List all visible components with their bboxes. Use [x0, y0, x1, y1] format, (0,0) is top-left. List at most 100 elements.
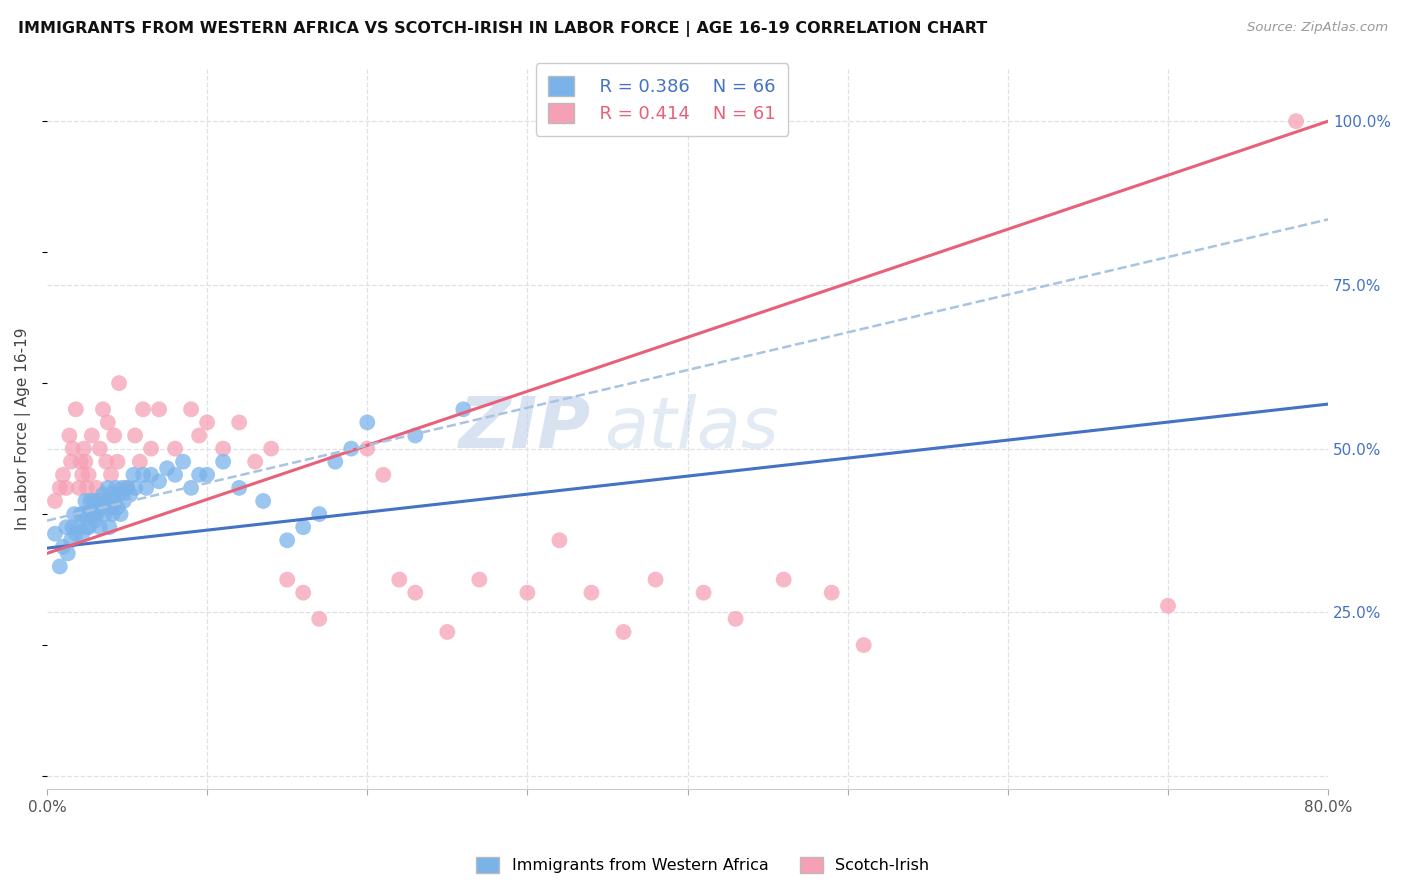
Point [148, 402, 170, 417]
Point [115, 481, 138, 495]
Point [97, 481, 120, 495]
Point [252, 494, 274, 508]
Point [436, 624, 458, 639]
Point [228, 481, 250, 495]
Point [89, 442, 111, 456]
Point [373, 467, 395, 482]
Point [82, 494, 104, 508]
Point [112, 494, 135, 508]
Text: atlas: atlas [605, 394, 779, 464]
Point [468, 573, 491, 587]
Point [93, 507, 115, 521]
Point [308, 612, 330, 626]
Point [356, 442, 378, 456]
Point [76, 481, 98, 495]
Point [100, 487, 122, 501]
Point [1285, 114, 1308, 128]
Point [56, 546, 79, 560]
Point [340, 442, 363, 456]
Point [276, 533, 298, 548]
Point [91, 402, 114, 417]
Point [180, 481, 202, 495]
Point [108, 487, 131, 501]
Point [67, 520, 90, 534]
Legend: Immigrants from Western Africa, Scotch-Irish: Immigrants from Western Africa, Scotch-I… [470, 850, 936, 880]
Point [1157, 599, 1180, 613]
Point [292, 585, 315, 599]
Point [128, 455, 150, 469]
Point [75, 494, 97, 508]
Point [96, 455, 118, 469]
Point [772, 573, 794, 587]
Point [55, 481, 77, 495]
Point [100, 467, 122, 482]
Point [165, 442, 187, 456]
Point [65, 402, 87, 417]
Point [292, 520, 315, 534]
Point [49, 481, 72, 495]
Point [84, 514, 107, 528]
Point [195, 416, 218, 430]
Point [100, 500, 122, 515]
Point [86, 507, 108, 521]
Point [612, 624, 634, 639]
Point [73, 442, 96, 456]
Point [644, 573, 666, 587]
Point [111, 481, 134, 495]
Point [69, 455, 91, 469]
Point [548, 533, 571, 548]
Point [77, 467, 100, 482]
Point [228, 416, 250, 430]
Point [388, 573, 411, 587]
Point [59, 533, 82, 548]
Point [516, 585, 538, 599]
Point [132, 467, 155, 482]
Point [276, 573, 298, 587]
Point [80, 507, 103, 521]
Point [323, 455, 346, 469]
Point [103, 428, 125, 442]
Point [188, 467, 211, 482]
Point [724, 612, 747, 626]
Point [110, 507, 132, 521]
Point [97, 416, 120, 430]
Point [139, 467, 162, 482]
Point [165, 467, 187, 482]
Point [76, 507, 98, 521]
Point [404, 428, 426, 442]
Point [692, 585, 714, 599]
Point [62, 442, 84, 456]
Point [79, 494, 101, 508]
Point [52, 467, 75, 482]
Point [852, 638, 875, 652]
Point [821, 585, 844, 599]
Text: Source: ZipAtlas.com: Source: ZipAtlas.com [1247, 21, 1388, 34]
Point [260, 442, 283, 456]
Point [84, 500, 107, 515]
Point [308, 507, 330, 521]
Y-axis label: In Labor Force | Age 16-19: In Labor Force | Age 16-19 [15, 327, 31, 530]
Point [58, 428, 80, 442]
Point [44, 494, 66, 508]
Point [70, 526, 93, 541]
Point [59, 455, 82, 469]
Text: ZIP: ZIP [460, 394, 592, 464]
Point [69, 507, 91, 521]
Point [139, 442, 162, 456]
Point [76, 520, 98, 534]
Point [132, 402, 155, 417]
Point [124, 481, 146, 495]
Point [356, 416, 378, 430]
Point [453, 402, 475, 417]
Point [115, 481, 138, 495]
Point [148, 475, 170, 489]
Point [65, 526, 87, 541]
Point [581, 585, 603, 599]
Point [180, 402, 202, 417]
Point [188, 428, 211, 442]
Point [90, 500, 112, 515]
Point [55, 520, 77, 534]
Point [104, 481, 127, 495]
Point [77, 520, 100, 534]
Point [103, 494, 125, 508]
